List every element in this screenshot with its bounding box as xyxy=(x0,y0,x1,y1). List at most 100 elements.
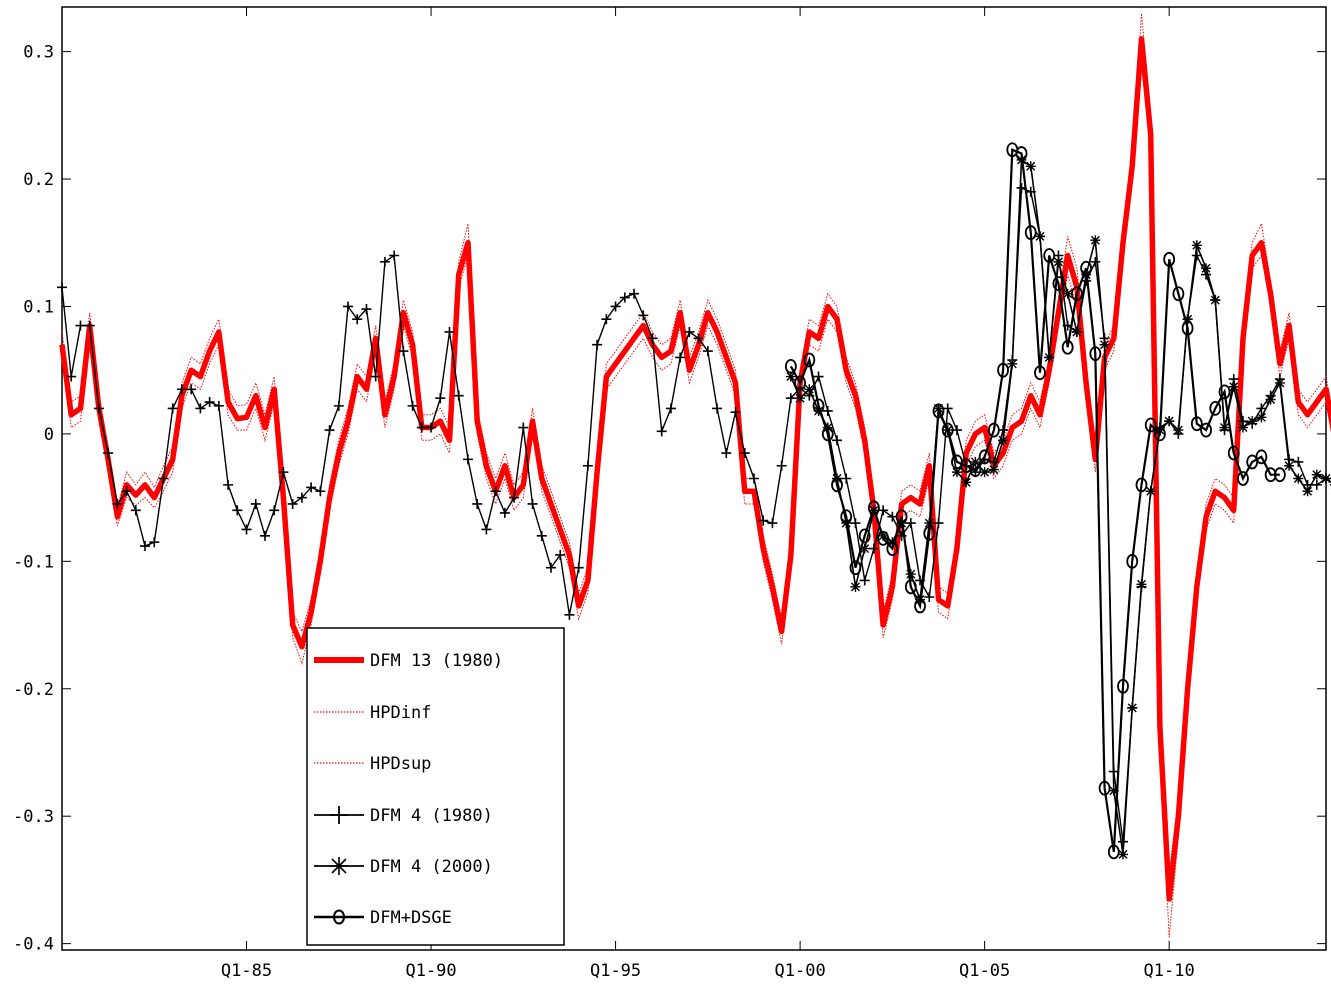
data-point xyxy=(1145,486,1156,497)
legend-item: DFM+DSGE xyxy=(314,908,452,928)
data-point xyxy=(472,498,483,509)
data-point xyxy=(850,581,861,592)
data-point xyxy=(333,400,344,411)
data-point xyxy=(1293,456,1304,467)
series-plus-line xyxy=(61,186,1331,842)
data-point xyxy=(1182,314,1193,325)
data-point xyxy=(1273,467,1286,483)
series-dfm13 xyxy=(59,13,1331,938)
data-point xyxy=(1099,339,1110,350)
data-point xyxy=(978,449,991,465)
data-point xyxy=(518,422,529,433)
plot-frame xyxy=(61,6,1327,951)
y-tick-label: 0.1 xyxy=(23,297,54,317)
data-point xyxy=(923,525,936,541)
data-point xyxy=(259,530,270,541)
data-point xyxy=(812,398,825,414)
data-point xyxy=(379,256,390,267)
data-point xyxy=(370,371,381,382)
data-point xyxy=(426,422,437,433)
data-point xyxy=(1265,394,1276,405)
data-point xyxy=(1173,425,1184,436)
data-point xyxy=(407,400,418,411)
y-tick-label: -0.4 xyxy=(13,935,54,955)
data-point xyxy=(361,304,372,315)
series-hpdsup-line xyxy=(61,13,1331,874)
series-circle xyxy=(784,142,1286,860)
data-point xyxy=(933,403,944,414)
data-point xyxy=(1274,377,1285,388)
data-point xyxy=(619,292,630,303)
data-point xyxy=(1154,426,1166,442)
data-point xyxy=(1311,469,1322,480)
data-point xyxy=(721,448,732,459)
data-point xyxy=(932,403,945,419)
x-tick-label: Q1-00 xyxy=(775,961,826,981)
data-point xyxy=(1144,417,1157,433)
legend-marker xyxy=(330,857,348,875)
data-point xyxy=(831,477,843,493)
data-point xyxy=(1247,416,1258,427)
data-point xyxy=(103,448,114,459)
data-point xyxy=(776,460,787,471)
series-plus xyxy=(57,182,1331,847)
data-point xyxy=(904,579,917,595)
data-point xyxy=(204,397,215,408)
data-point xyxy=(684,326,695,337)
data-point xyxy=(1053,256,1064,267)
data-point xyxy=(1237,422,1248,433)
data-point xyxy=(941,422,954,438)
data-point xyxy=(213,400,224,411)
data-point xyxy=(905,518,916,529)
data-point xyxy=(1163,251,1176,267)
data-point xyxy=(130,505,141,516)
data-point xyxy=(1071,326,1082,337)
legend-marker xyxy=(330,806,348,824)
data-point xyxy=(997,362,1009,378)
data-point xyxy=(57,282,67,293)
data-point xyxy=(1228,381,1239,392)
data-point xyxy=(1321,473,1331,484)
data-point xyxy=(1025,161,1036,172)
data-point xyxy=(1118,849,1129,860)
data-point xyxy=(66,371,77,382)
data-point xyxy=(804,384,815,395)
data-point xyxy=(149,537,160,548)
data-point xyxy=(748,473,759,484)
data-point xyxy=(1190,416,1203,432)
data-point xyxy=(832,435,843,446)
series-circle-line xyxy=(789,148,1280,853)
data-point xyxy=(75,320,86,331)
data-point xyxy=(1015,146,1028,161)
y-tick-label: -0.1 xyxy=(13,552,54,572)
data-point xyxy=(176,384,187,395)
data-point xyxy=(647,333,658,344)
data-point xyxy=(93,403,104,414)
data-point xyxy=(987,422,1000,438)
legend-item: DFM 13 (1980) xyxy=(314,651,503,671)
data-point xyxy=(1135,477,1148,493)
data-point xyxy=(1080,260,1093,276)
data-point xyxy=(730,407,741,418)
data-point xyxy=(324,425,335,436)
series-dfm13-line xyxy=(59,36,1331,902)
data-point xyxy=(195,403,206,414)
data-point xyxy=(858,528,871,544)
data-point xyxy=(232,505,243,516)
data-point xyxy=(951,467,962,478)
data-point xyxy=(1061,339,1074,355)
data-point xyxy=(296,492,307,503)
data-point xyxy=(167,403,178,414)
data-point xyxy=(886,541,899,556)
data-point xyxy=(1227,445,1240,461)
data-point xyxy=(784,358,797,374)
data-point xyxy=(1034,365,1046,381)
legend-item: DFM 4 (1980) xyxy=(314,806,493,826)
data-point xyxy=(859,575,870,586)
data-point xyxy=(545,562,556,573)
legend-label: DFM 4 (2000) xyxy=(370,857,493,877)
data-point xyxy=(490,486,501,497)
data-point xyxy=(638,310,649,321)
data-point xyxy=(859,543,870,554)
data-point xyxy=(564,609,575,620)
